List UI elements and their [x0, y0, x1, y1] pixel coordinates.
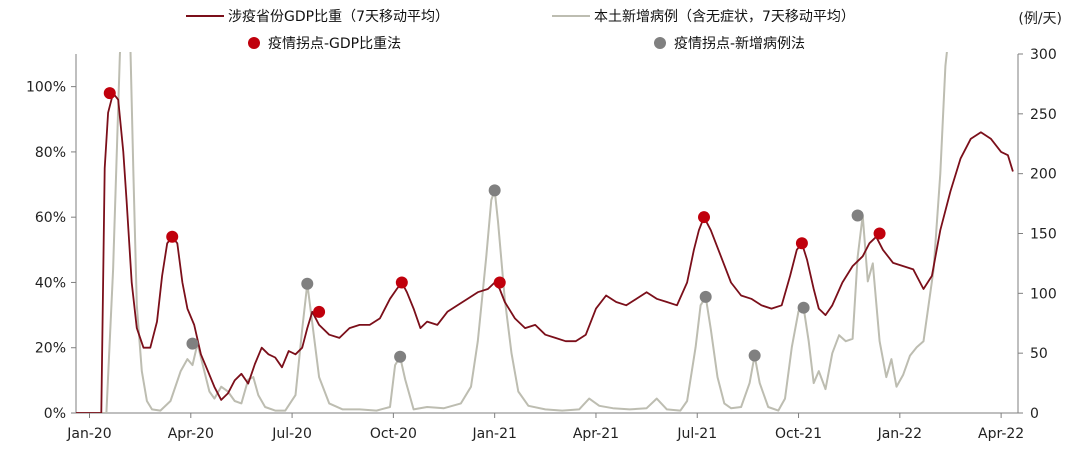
case-turning-point	[186, 337, 199, 350]
x-tick-label: Apr-20	[168, 426, 214, 442]
gdp-turning-point	[698, 211, 710, 224]
turning-point-markers	[103, 87, 886, 363]
case-turning-point	[748, 349, 761, 362]
gdp-turning-point	[795, 237, 808, 250]
series-line-gdp-share	[76, 92, 1014, 413]
left-tick-label: 80%	[35, 145, 66, 161]
legend-label: 疫情拐点-GDP比重法	[268, 36, 401, 52]
case-turning-point	[394, 350, 407, 363]
case-turning-point	[797, 301, 810, 314]
left-tick-label: 40%	[35, 275, 66, 291]
gdp-turning-point	[313, 305, 326, 318]
series-line-new-cases	[76, 52, 948, 413]
right-tick-label: 100	[1030, 286, 1057, 302]
x-tick-label: Oct-20	[370, 426, 417, 442]
right-axis-unit: (例/天)	[1018, 11, 1062, 27]
gdp-turning-point	[395, 276, 408, 289]
gdp-turning-point	[103, 87, 116, 100]
x-tick-label: Jan-22	[877, 426, 922, 442]
gdp-turning-point	[493, 276, 506, 289]
right-tick-label: 200	[1030, 167, 1057, 183]
case-turning-point	[488, 184, 501, 197]
x-tick-label: Apr-22	[978, 426, 1024, 442]
x-tick-label: Apr-21	[573, 426, 619, 442]
legend: 涉疫省份GDP比重（7天移动平均） 本土新增病例（含无症状，7天移动平均） 疫情拐点…	[186, 9, 855, 52]
case-turning-point	[301, 277, 314, 290]
series-lines	[76, 52, 1014, 413]
x-tick-label: Jan-20	[66, 426, 111, 442]
right-tick-label: 0	[1030, 406, 1039, 422]
x-tick-label: Jul-21	[676, 426, 717, 442]
legend-swatch-dot	[654, 37, 666, 49]
left-tick-label: 20%	[35, 341, 66, 357]
x-tick-label: Jan-21	[471, 426, 516, 442]
right-tick-label: 300	[1030, 47, 1057, 63]
right-tick-label: 150	[1030, 227, 1057, 243]
gdp-turning-point	[166, 230, 179, 243]
right-tick-label: 250	[1030, 107, 1057, 123]
case-turning-point	[699, 290, 712, 303]
x-tick-label: Oct-21	[775, 426, 822, 442]
right-tick-label: 50	[1030, 346, 1048, 362]
legend-label: 疫情拐点-新增病例法	[674, 36, 805, 52]
case-turning-point	[851, 209, 864, 222]
gdp-turning-point	[873, 227, 886, 240]
left-tick-label: 60%	[35, 210, 66, 226]
x-tick-label: Jul-20	[271, 426, 312, 442]
legend-label: 涉疫省份GDP比重（7天移动平均）	[228, 9, 449, 25]
left-tick-label: 100%	[26, 80, 66, 96]
left-tick-label: 0%	[44, 406, 66, 422]
legend-label: 本土新增病例（含无症状，7天移动平均）	[594, 9, 855, 25]
axes: 0% 20% 40% 60% 80% 100% 0 50 100 150 200 250 300 (例/天…	[26, 11, 1062, 442]
legend-swatch-dot	[248, 37, 260, 49]
